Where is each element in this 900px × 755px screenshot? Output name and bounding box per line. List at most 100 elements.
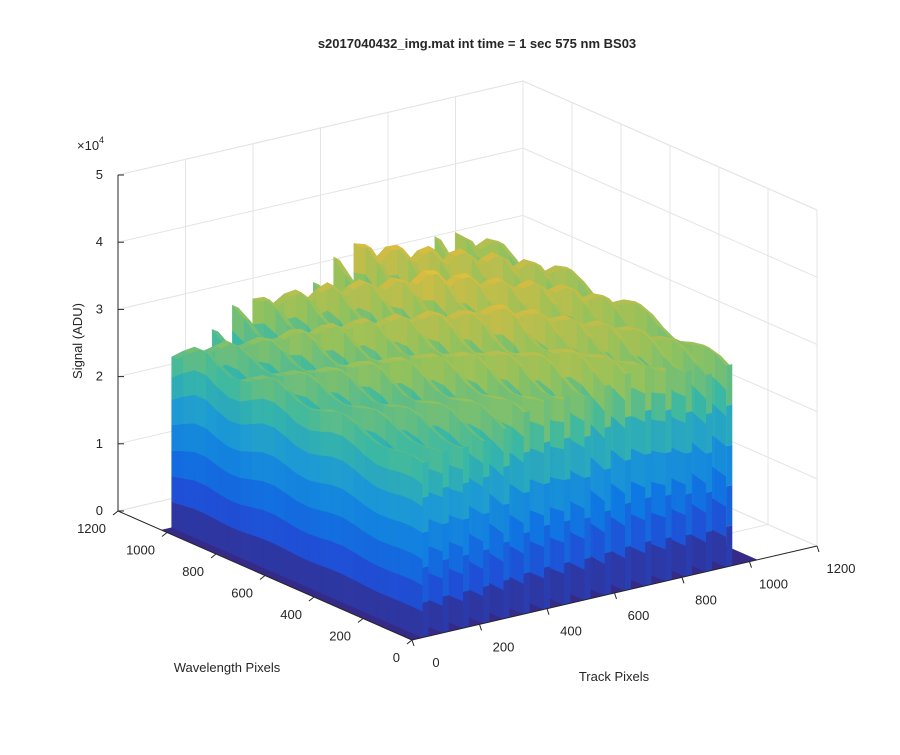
peak-face	[262, 374, 275, 403]
peak-face	[171, 501, 184, 533]
peak-end	[564, 437, 571, 481]
x-tick-label: 400	[560, 624, 582, 639]
x-tick	[816, 545, 820, 553]
peak-face	[319, 509, 332, 542]
peak-face	[171, 423, 184, 452]
peak-end	[503, 503, 510, 543]
peak-face	[228, 419, 241, 452]
peak-face	[431, 600, 443, 634]
peak-face	[674, 479, 686, 516]
peak-face	[376, 512, 389, 545]
z-tick-label: 3	[96, 301, 103, 316]
peak-face	[228, 397, 241, 425]
peak-face	[399, 574, 412, 607]
x-axis-label: Track Pixels	[579, 669, 650, 684]
x-tick-label: 600	[628, 608, 650, 623]
peak-face	[353, 243, 366, 275]
peak-face	[572, 471, 585, 509]
peak-face	[653, 419, 666, 454]
peak-end	[483, 439, 490, 478]
peak-face	[572, 502, 585, 540]
peak-end	[422, 566, 429, 603]
x-tick	[479, 624, 482, 631]
peak-face	[463, 351, 476, 383]
peak-face	[674, 391, 686, 424]
peak-end	[584, 517, 591, 560]
peak-face	[239, 423, 252, 452]
z-exponent-power: 4	[99, 135, 104, 145]
peak-face	[532, 541, 545, 579]
y-tick	[210, 553, 217, 559]
x-tick-label: 0	[432, 655, 439, 670]
peak-face	[194, 451, 207, 486]
y-tick	[308, 596, 315, 602]
peak-face	[376, 591, 389, 623]
peak-face	[239, 477, 252, 508]
peak-face	[653, 367, 666, 394]
peak-face	[194, 422, 207, 458]
peak-face	[319, 537, 332, 570]
x-tick-label: 1200	[827, 561, 856, 576]
peak-face	[308, 533, 320, 566]
x-tick-label: 1000	[759, 577, 788, 592]
peak-face	[451, 515, 464, 548]
peak-face	[239, 530, 252, 563]
peak-face	[262, 423, 275, 457]
peak-face	[376, 565, 389, 597]
peak-end	[685, 493, 692, 536]
peak-end	[564, 561, 571, 605]
y-tick	[357, 618, 364, 623]
peak-face	[251, 398, 263, 425]
peak-face	[532, 510, 545, 548]
peak-face	[674, 448, 686, 485]
peak-end	[564, 395, 571, 439]
peak-face	[451, 488, 464, 521]
peak-top	[232, 304, 250, 321]
peak-face	[331, 568, 343, 603]
peak-face	[251, 534, 263, 568]
peak-face	[308, 479, 320, 511]
peak-end	[726, 444, 733, 487]
peak-face	[319, 564, 332, 598]
peak-end	[544, 399, 550, 443]
surface	[161, 232, 758, 640]
peak-end	[685, 370, 692, 413]
peak-face	[239, 450, 252, 480]
peak-face	[653, 544, 666, 582]
peak-face	[228, 499, 241, 532]
peak-end	[665, 366, 672, 411]
peak-end	[503, 579, 510, 619]
peak-end	[503, 465, 510, 505]
peak-face	[552, 568, 565, 606]
peak-face	[308, 560, 320, 593]
peak-end	[645, 453, 652, 499]
peak-top	[474, 238, 494, 250]
peak-face	[251, 451, 263, 482]
peak-face	[388, 468, 400, 496]
z-exponent-base: ×10	[77, 138, 99, 153]
peak-face	[262, 398, 275, 428]
peak-face	[182, 477, 195, 510]
peak-face	[331, 484, 343, 518]
peak-end	[726, 364, 733, 406]
peak-face	[532, 396, 545, 427]
peak-face	[653, 482, 666, 518]
peak-face	[262, 509, 275, 544]
peak-end	[685, 534, 692, 577]
peak-end	[645, 409, 652, 455]
peak-face	[388, 543, 400, 575]
peak-end	[422, 601, 429, 638]
peak-face	[633, 481, 646, 521]
x-tick-label: 800	[695, 592, 717, 607]
peak-face	[319, 409, 332, 433]
peak-face	[228, 375, 241, 402]
peak-end	[483, 512, 490, 551]
peak-face	[294, 370, 307, 398]
peak-face	[431, 519, 443, 552]
peak-end	[706, 491, 712, 533]
peak-face	[451, 465, 464, 493]
peak-face	[388, 596, 400, 628]
peak-face	[296, 554, 309, 588]
peak-face	[388, 570, 400, 602]
z-tick-label: 5	[96, 167, 103, 182]
